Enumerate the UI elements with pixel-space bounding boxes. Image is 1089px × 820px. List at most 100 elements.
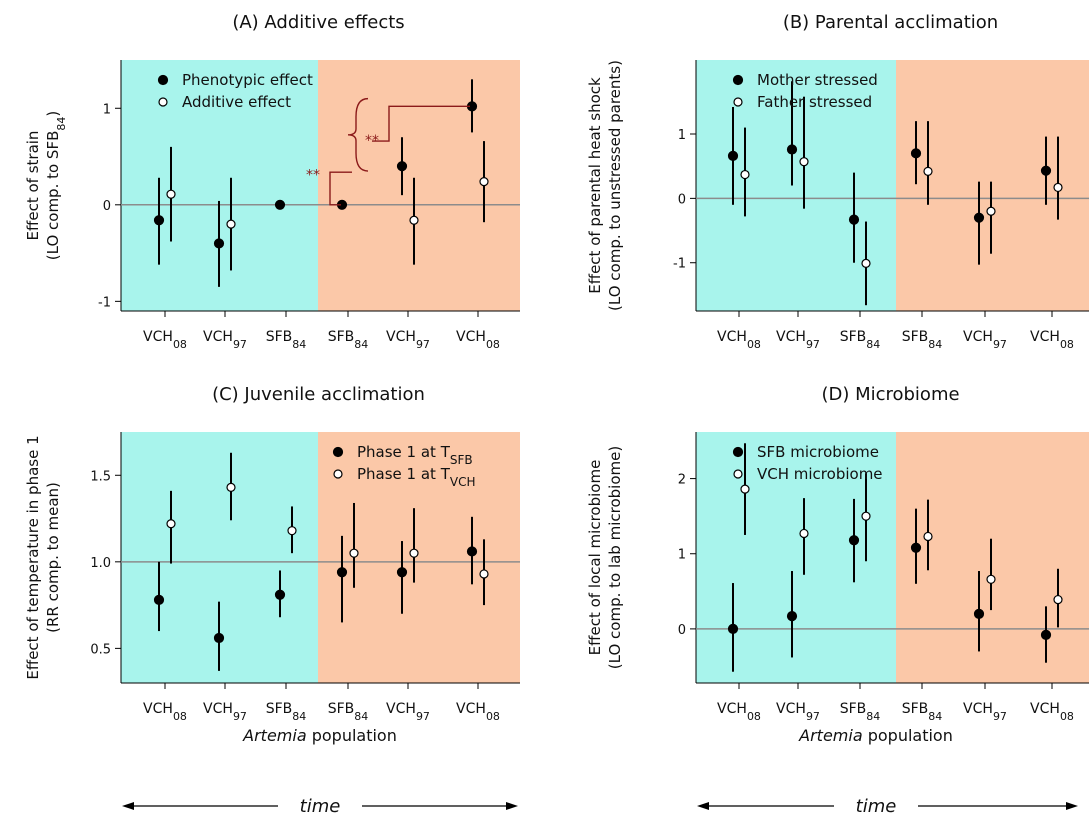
panel-a-point-open (226, 219, 236, 229)
panel-c-category-label: VCH08 (143, 701, 187, 723)
panel-b-point-open (986, 206, 996, 216)
panel-c-legend-marker (332, 446, 344, 458)
panel-c-category-label: SFB84 (266, 701, 307, 723)
panel-c-category-label: VCH08 (456, 701, 500, 723)
panel-a-category-label: VCH97 (386, 329, 430, 351)
panel-c-point-filled (274, 589, 286, 600)
panel-b-point-filled (973, 212, 985, 223)
panel-d-legend-marker (732, 446, 744, 458)
panel-c-point-open (349, 548, 359, 558)
panel-d-legend-marker (733, 469, 743, 479)
panel-a-ytick-label: 0 (103, 199, 111, 214)
panel-b-category-label: VCH97 (963, 329, 1007, 351)
panel-d-category-label: VCH97 (776, 701, 820, 723)
panel-c-point-filled (396, 567, 408, 578)
panel-c-legend-label: Phase 1 at TVCH (357, 465, 476, 489)
panel-b-point-open (799, 157, 809, 167)
panel-b-title: (B) Parental acclimation (783, 12, 998, 33)
xlabel-left: Artemia population (242, 726, 397, 745)
panel-d-legend-label: VCH microbiome (757, 465, 883, 483)
panel-c-legend-label: Phase 1 at TSFB (357, 443, 473, 467)
panel-b-ylabel-line1: Effect of parental heat shock (586, 77, 604, 294)
panel-d-point-filled (1040, 629, 1052, 641)
panel-a-ylabel-line1: Effect of strain (24, 131, 42, 241)
panel-b: (B) Parental acclimation -1 0 1 Effect of pa… (586, 12, 1089, 351)
panel-a-category-label: SFB84 (266, 329, 307, 351)
panel-a-legend-marker (157, 74, 169, 86)
panel-a-point-open (409, 215, 419, 225)
panel-a-point-open (479, 177, 489, 187)
panel-b-point-open (740, 169, 750, 180)
significance-label-inner: ** (365, 133, 379, 149)
panel-a-bg-late (318, 60, 520, 311)
panel-a-point-open (166, 189, 176, 199)
panel-c-ytick-label: 1.0 (90, 556, 111, 571)
panel-b-category-label: VCH97 (776, 329, 820, 351)
panel-d-category-label: SFB84 (840, 701, 881, 723)
panel-d-point-filled (910, 542, 922, 553)
panel-c-category-label: VCH97 (203, 701, 247, 723)
panel-c-point-filled (336, 567, 348, 578)
panel-d-category-label: VCH08 (717, 701, 761, 723)
panel-a-significance (329, 97, 470, 206)
panel-d-point-open (923, 531, 933, 542)
panel-b-point-filled (848, 214, 860, 225)
panel-d-point-filled (786, 611, 798, 622)
panel-c-point-open (409, 548, 419, 558)
panel-a-ytick-label: 1 (103, 102, 111, 117)
panel-c-point-open (166, 519, 176, 529)
time-arrow-left (122, 802, 518, 810)
panel-b-point-filled (727, 150, 739, 161)
panel-b-legend-label: Mother stressed (757, 71, 878, 89)
significance-bracket-inner (372, 105, 470, 142)
panel-c-bg-late (318, 432, 520, 683)
panel-d-ytick-label: 1 (678, 548, 686, 563)
panel-d-category-label: VCH08 (1030, 701, 1074, 723)
panel-a-legend-label: Additive effect (182, 93, 291, 111)
panel-a-category-label: VCH97 (203, 329, 247, 351)
panel-b-category-label: VCH08 (717, 329, 761, 351)
panel-a: (A) Additive effects -1 0 1 Effect of strain… (24, 12, 520, 351)
panel-b-ylabel-line2: (LO comp. to unstressed parents) (606, 60, 624, 311)
panel-b-legend-marker (732, 74, 744, 86)
panel-c-point-open (479, 569, 489, 579)
panel-d-point-filled (973, 608, 985, 619)
panel-b-category-label: SFB84 (902, 329, 943, 351)
panel-c-point-filled (153, 594, 165, 606)
time-label-left: time (300, 796, 341, 817)
panel-c-point-filled (213, 632, 225, 644)
panel-c-ytick-label: 0.5 (90, 642, 111, 657)
panel-b-point-open (1053, 182, 1063, 193)
panel-a-ytick-label: -1 (98, 295, 111, 310)
panel-d-legend-label: SFB microbiome (757, 443, 879, 461)
panel-b-bg-early (696, 60, 896, 311)
panel-a-title: (A) Additive effects (232, 12, 404, 33)
panel-b-point-open (861, 258, 871, 268)
panel-c-title: (C) Juvenile acclimation (212, 384, 425, 405)
panel-d-ytick-label: 2 (678, 473, 686, 488)
panel-d-point-filled (727, 623, 739, 634)
panel-b-legend-label: Father stressed (757, 93, 872, 111)
panel-d: (D) Microbiome 0 1 2 Effect of local microbi… (586, 384, 1089, 723)
panel-d-point-filled (848, 535, 860, 546)
panel-b-point-filled (910, 148, 922, 159)
panel-b-point-open (923, 166, 933, 176)
panel-a-point-filled (396, 161, 408, 172)
panel-b-ytick-label: -1 (673, 257, 686, 272)
panel-c-category-label: VCH97 (386, 701, 430, 723)
panel-c-point-filled (466, 546, 478, 557)
panel-b-point-filled (1040, 165, 1052, 176)
panel-c-ytick-label: 1.5 (90, 469, 111, 484)
panel-a-category-label: VCH08 (143, 329, 187, 351)
panel-b-ytick-label: 1 (678, 128, 686, 143)
panel-a-category-label: VCH08 (456, 329, 500, 351)
time-arrow-right (697, 802, 1078, 810)
panel-a-ylabel-line2: (LO comp. to SFB84) (44, 111, 68, 260)
significance-bracket-outer (329, 171, 352, 206)
panel-d-category-label: VCH97 (963, 701, 1007, 723)
significance-label-outer: ** (306, 168, 320, 184)
panel-d-point-open (799, 528, 809, 539)
panel-d-title: (D) Microbiome (821, 384, 959, 405)
panel-b-category-label: VCH08 (1030, 329, 1074, 351)
